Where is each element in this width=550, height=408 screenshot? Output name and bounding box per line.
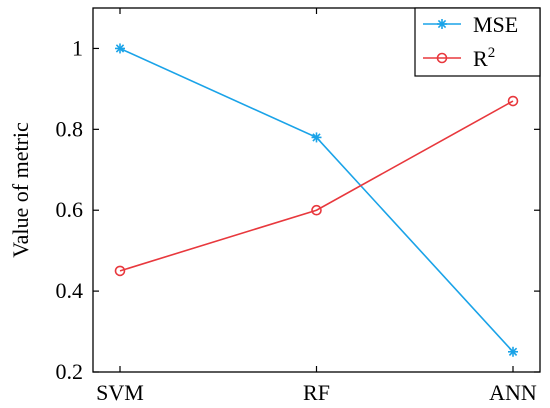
legend-label: MSE — [473, 12, 518, 37]
data-point — [508, 346, 518, 357]
x-tick-label: ANN — [489, 380, 537, 405]
series-mse — [115, 43, 518, 357]
series-r — [114, 95, 519, 277]
x-tick-label: RF — [303, 380, 330, 405]
y-tick-label: 0.8 — [56, 116, 84, 141]
legend-item: MSE — [423, 12, 518, 37]
data-point — [311, 204, 322, 216]
y-axis-label: Value of metric — [8, 122, 33, 258]
series-layer — [114, 43, 519, 357]
x-tick-label: SVM — [96, 380, 144, 405]
y-tick-label: 0.4 — [56, 278, 84, 303]
data-point — [114, 265, 126, 277]
y-tick-label: 0.6 — [56, 197, 84, 222]
data-point — [115, 43, 125, 54]
series-line — [119, 47, 514, 353]
data-point — [436, 52, 448, 64]
data-point — [311, 132, 322, 143]
data-point — [437, 19, 447, 29]
y-tick-label: 0.2 — [56, 359, 84, 384]
y-tick-label: 1 — [72, 35, 83, 60]
data-point — [507, 95, 519, 107]
series-line — [119, 100, 514, 272]
legend-box — [414, 7, 541, 77]
y-axis: 0.2 0.4 0.6 0.8 1 — [56, 35, 540, 384]
